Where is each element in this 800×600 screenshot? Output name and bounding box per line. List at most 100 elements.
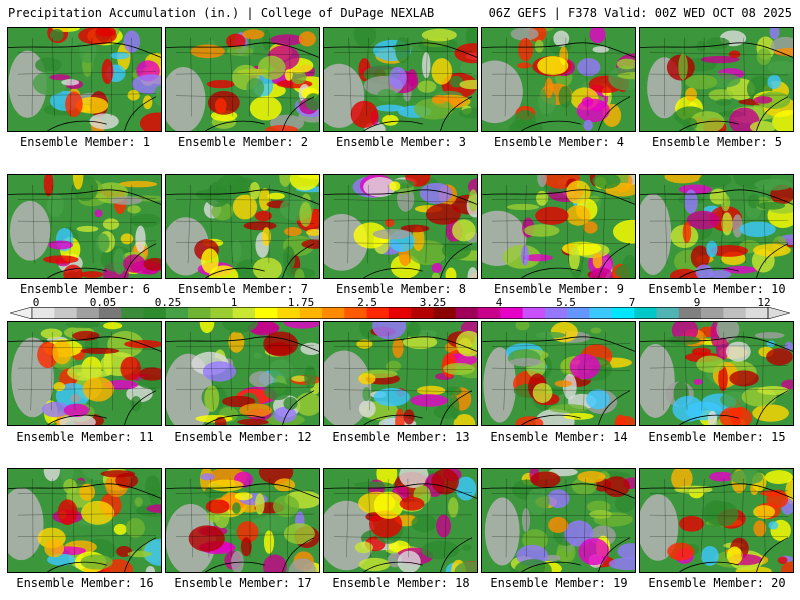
product-title: Precipitation Accumulation (in.) | Colle… [8,6,435,20]
ensemble-member-map[interactable] [323,321,478,426]
ensemble-member-map[interactable] [481,174,636,279]
ensemble-member-label: Ensemble Member: 15 [648,430,786,444]
ensemble-member-label: Ensemble Member: 9 [493,282,625,296]
colorbar-segment [344,307,367,319]
colorbar-segment [455,307,479,319]
ensemble-member-map[interactable] [165,174,320,279]
ensemble-member-label: Ensemble Member: 5 [651,135,783,149]
colorbar-max-arrow [767,307,790,319]
colorbar-segment [745,307,769,319]
ensemble-member-label: Ensemble Member: 6 [19,282,151,296]
precipitation-field [8,469,161,572]
precipitation-field [324,175,477,278]
colorbar-segment [701,307,724,319]
colorbar-segment [544,307,568,319]
precipitation-field [8,28,161,131]
colorbar-tick-label: 7 [628,296,636,309]
precipitation-field [482,175,635,278]
precipitation-field [482,469,635,572]
colorbar-segment [388,307,412,319]
precipitation-field [324,322,477,425]
ensemble-member-label: Ensemble Member: 1 [19,135,151,149]
colorbar-tick-label: 5.5 [556,296,576,309]
colorbar-segment [299,307,323,319]
colorbar-tick-label: 0 [32,296,40,309]
precipitation-field [166,175,319,278]
ensemble-member-label: Ensemble Member: 19 [490,576,628,590]
ensemble-member-map[interactable] [323,27,478,132]
colorbar-segment [478,307,501,319]
ensemble-member-label: Ensemble Member: 3 [335,135,467,149]
colorbar-segment [32,307,55,319]
ensemble-member-map[interactable] [323,174,478,279]
ensemble-member-label: Ensemble Member: 16 [16,576,154,590]
ensemble-member-label: Ensemble Member: 7 [177,282,309,296]
ensemble-member-map[interactable] [481,27,636,132]
colorbar-tick-label: 4 [495,296,503,309]
colorbar-segment [321,307,345,319]
precipitation-field [166,469,319,572]
ensemble-member-map[interactable] [639,468,794,573]
ensemble-member-map[interactable] [165,321,320,426]
precipitation-field [640,175,793,278]
precipitation-field [324,28,477,131]
precipitation-field [640,28,793,131]
ensemble-member-map[interactable] [7,27,162,132]
precipitation-field [482,28,635,131]
colorbar-segment [723,307,746,319]
ensemble-member-map[interactable] [7,468,162,573]
ensemble-member-label: Ensemble Member: 11 [16,430,154,444]
ensemble-member-map[interactable] [7,321,162,426]
ensemble-member-map[interactable] [165,468,320,573]
colorbar-segment [411,307,434,319]
colorbar-segment [54,307,77,319]
ensemble-member-map[interactable] [7,174,162,279]
ensemble-member-label: Ensemble Member: 8 [335,282,467,296]
precipitation-field [8,175,161,278]
colorbar-tick-label: 0.25 [154,296,182,309]
ensemble-member-label: Ensemble Member: 20 [648,576,786,590]
colorbar-segment [165,307,189,319]
colorbar-segment [121,307,144,319]
precipitation-field [640,469,793,572]
ensemble-member-label: Ensemble Member: 18 [332,576,470,590]
colorbar-segment [634,307,657,319]
ensemble-member-map[interactable] [165,27,320,132]
precipitation-field [324,469,477,572]
ensemble-member-label: Ensemble Member: 12 [174,430,312,444]
ensemble-member-label: Ensemble Member: 2 [177,135,309,149]
colorbar-segment [522,307,546,319]
colorbar-segment [567,307,590,319]
colorbar-segment [210,307,234,319]
run-valid-time: 06Z GEFS | F378 Valid: 00Z WED OCT 08 20… [488,6,792,20]
precipitation-field [166,322,319,425]
ensemble-member-label: Ensemble Member: 4 [493,135,625,149]
colorbar-segment [143,307,167,319]
precipitation-colorbar [10,307,790,319]
colorbar-segment [366,307,390,319]
ensemble-member-map[interactable] [639,27,794,132]
ensemble-member-map[interactable] [639,174,794,279]
colorbar-min-arrow [10,307,33,319]
colorbar-segment [188,307,211,319]
precipitation-field [8,322,161,425]
colorbar-segment [678,307,702,319]
colorbar-tick-label: 2.5 [357,296,377,309]
ensemble-member-label: Ensemble Member: 13 [332,430,470,444]
precipitation-field [166,28,319,131]
ensemble-member-map[interactable] [481,468,636,573]
ensemble-member-map[interactable] [639,321,794,426]
ensemble-member-label: Ensemble Member: 10 [648,282,786,296]
precipitation-field [482,322,635,425]
colorbar-segment [500,307,523,319]
colorbar-tick-label: 1.75 [287,296,315,309]
ensemble-member-label: Ensemble Member: 14 [490,430,628,444]
ensemble-member-map[interactable] [323,468,478,573]
colorbar-tick-label: 9 [693,296,701,309]
colorbar-segment [433,307,457,319]
colorbar-segment [76,307,100,319]
colorbar-tick-label: 3.25 [419,296,447,309]
colorbar-segment [277,307,300,319]
ensemble-member-map[interactable] [481,321,636,426]
colorbar-segment [98,307,122,319]
